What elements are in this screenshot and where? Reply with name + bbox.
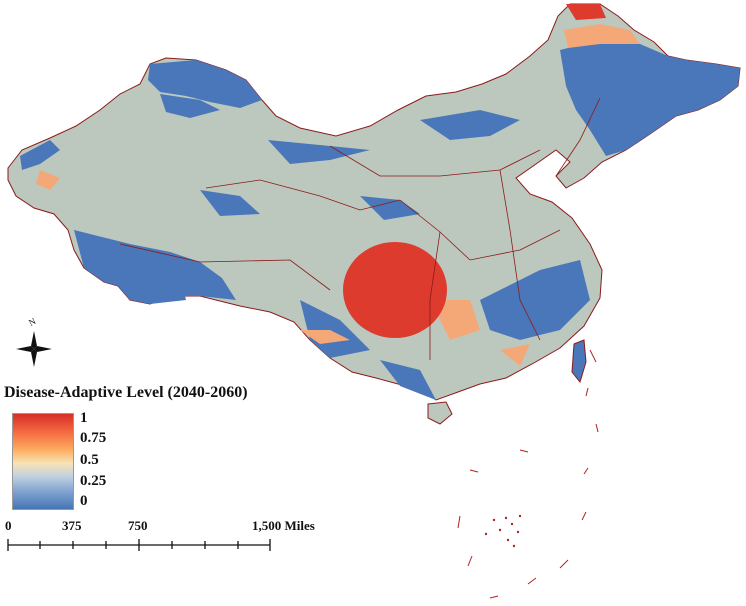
legend-label-0: 0	[80, 493, 88, 509]
legend-label-075: 0.75	[80, 430, 107, 446]
scs-islands	[484, 514, 522, 548]
south-china-sea-lines	[457, 349, 599, 599]
legend-label-025: 0.25	[80, 473, 107, 489]
legend-color-ramp	[12, 413, 74, 510]
legend-label-05: 0.5	[80, 452, 99, 468]
province-borders	[119, 97, 601, 360]
scale-label-375: 375	[62, 518, 82, 533]
low-level-areas	[20, 40, 740, 400]
compass-rose-icon	[16, 331, 52, 367]
high-level-hotspot	[343, 242, 447, 338]
scale-bar-graphic	[7, 539, 271, 551]
mid-high-level-areas	[36, 24, 640, 366]
legend-title: Disease-Adaptive Level (2040-2060)	[4, 384, 248, 401]
north-tip-hotspot	[566, 4, 606, 20]
legend-label-1: 1	[80, 410, 88, 426]
scale-label-1500: 1,500 Miles	[252, 518, 315, 533]
taiwan-island	[571, 339, 587, 384]
hainan-island	[427, 401, 453, 425]
scale-label-750: 750	[128, 518, 148, 533]
scale-label-0: 0	[5, 518, 12, 533]
